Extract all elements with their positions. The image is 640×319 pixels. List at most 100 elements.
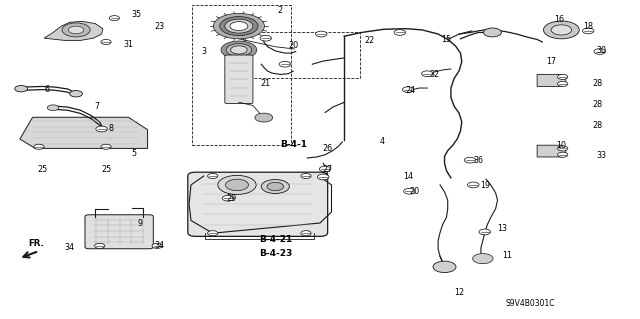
Polygon shape	[44, 21, 103, 41]
Text: B-4-23: B-4-23	[259, 249, 292, 258]
Circle shape	[551, 25, 572, 35]
Circle shape	[557, 146, 568, 151]
Polygon shape	[537, 74, 566, 86]
Circle shape	[394, 30, 406, 35]
Text: 2: 2	[278, 6, 283, 15]
Circle shape	[279, 61, 291, 67]
Text: 25: 25	[37, 165, 47, 174]
Text: 12: 12	[454, 288, 464, 297]
Text: 30: 30	[596, 46, 606, 56]
Polygon shape	[537, 145, 566, 157]
Circle shape	[465, 157, 476, 163]
Circle shape	[222, 196, 234, 201]
Text: B-4-1: B-4-1	[280, 140, 307, 149]
Text: 21: 21	[260, 79, 271, 88]
Text: 34: 34	[65, 243, 75, 252]
Circle shape	[483, 28, 501, 37]
Text: 4: 4	[380, 137, 385, 145]
Circle shape	[47, 105, 59, 111]
Circle shape	[557, 74, 568, 79]
Circle shape	[101, 144, 111, 149]
Text: 27: 27	[323, 165, 333, 174]
Circle shape	[582, 28, 594, 34]
Circle shape	[472, 254, 493, 264]
Circle shape	[221, 41, 257, 59]
Text: 5: 5	[131, 149, 136, 158]
Circle shape	[225, 19, 253, 33]
Text: 10: 10	[556, 141, 566, 150]
Circle shape	[301, 174, 311, 179]
Circle shape	[226, 44, 252, 56]
Text: 24: 24	[406, 86, 416, 95]
Circle shape	[95, 243, 105, 249]
Circle shape	[62, 23, 90, 37]
Text: 28: 28	[593, 121, 603, 130]
Circle shape	[404, 189, 415, 194]
Circle shape	[213, 13, 264, 39]
Text: 3: 3	[201, 47, 206, 56]
Circle shape	[70, 91, 83, 97]
Text: 22: 22	[365, 36, 375, 45]
Text: 6: 6	[44, 85, 49, 94]
Circle shape	[319, 166, 331, 172]
Text: 29: 29	[227, 194, 237, 203]
Circle shape	[230, 46, 247, 54]
FancyBboxPatch shape	[225, 55, 253, 104]
Circle shape	[260, 35, 271, 41]
Circle shape	[316, 31, 327, 37]
FancyBboxPatch shape	[188, 172, 328, 236]
Circle shape	[557, 152, 568, 157]
Text: B-4-21: B-4-21	[259, 235, 292, 244]
Circle shape	[68, 26, 84, 34]
Circle shape	[101, 40, 111, 45]
Text: 15: 15	[442, 35, 451, 44]
Circle shape	[109, 16, 120, 21]
Text: 8: 8	[108, 124, 113, 133]
Text: 19: 19	[480, 181, 490, 190]
Circle shape	[403, 87, 414, 93]
Circle shape	[433, 261, 456, 272]
Text: 28: 28	[593, 100, 603, 109]
Circle shape	[594, 49, 605, 54]
Circle shape	[15, 85, 28, 92]
Text: 34: 34	[154, 241, 164, 250]
Circle shape	[261, 180, 289, 194]
Text: 26: 26	[323, 144, 333, 153]
Circle shape	[543, 21, 579, 39]
Circle shape	[230, 22, 248, 31]
Circle shape	[479, 229, 490, 235]
Text: 32: 32	[430, 70, 440, 79]
FancyBboxPatch shape	[85, 215, 154, 249]
Text: 14: 14	[403, 173, 413, 182]
Text: 11: 11	[502, 251, 512, 260]
Polygon shape	[20, 117, 148, 148]
Circle shape	[267, 182, 284, 191]
Text: 25: 25	[101, 165, 111, 174]
Text: 33: 33	[596, 151, 606, 160]
Text: 18: 18	[583, 22, 593, 31]
Text: 20: 20	[288, 41, 298, 50]
Text: 35: 35	[131, 10, 141, 19]
Text: 9: 9	[138, 219, 143, 228]
Text: 16: 16	[554, 15, 564, 24]
Circle shape	[467, 182, 479, 188]
Circle shape	[422, 71, 433, 77]
Text: 7: 7	[94, 102, 99, 111]
Circle shape	[34, 144, 44, 149]
Text: 17: 17	[546, 57, 556, 66]
Circle shape	[152, 243, 163, 249]
Text: FR.: FR.	[28, 239, 44, 248]
Circle shape	[96, 126, 108, 132]
Bar	[192, 5, 291, 145]
Circle shape	[220, 17, 258, 36]
Text: 28: 28	[593, 79, 603, 88]
Circle shape	[218, 175, 256, 195]
Circle shape	[255, 113, 273, 122]
Text: 36: 36	[474, 156, 483, 165]
Circle shape	[317, 174, 329, 180]
Text: S9V4B0301C: S9V4B0301C	[505, 299, 555, 308]
Circle shape	[207, 174, 218, 179]
Text: 13: 13	[497, 224, 507, 233]
Circle shape	[207, 231, 218, 236]
Text: 23: 23	[154, 22, 164, 31]
